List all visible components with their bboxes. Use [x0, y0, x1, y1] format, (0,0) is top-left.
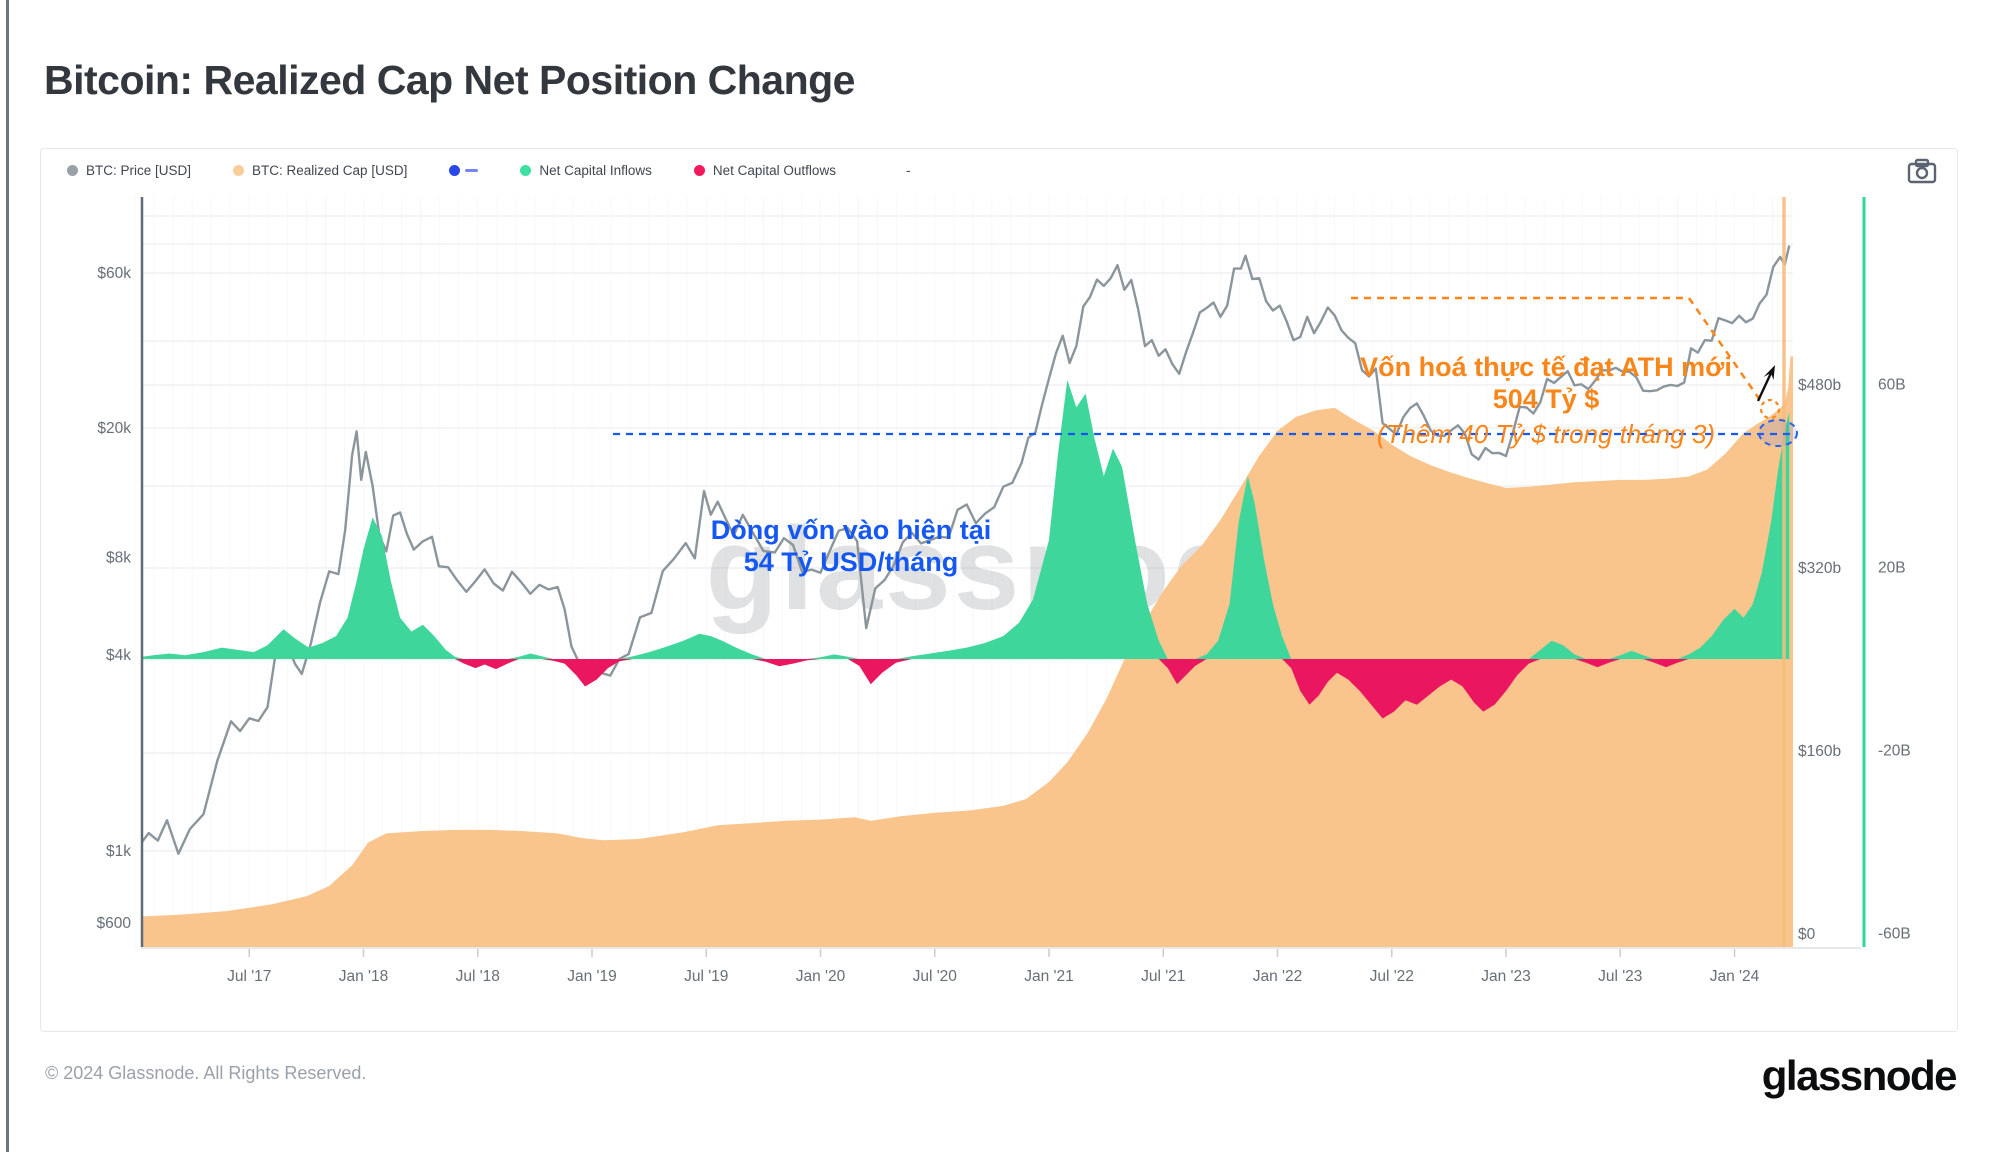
svg-text:Jan '20: Jan '20	[796, 968, 846, 985]
legend-item-3[interactable]: Net Capital Inflows	[520, 163, 652, 178]
svg-text:-20B: -20B	[1878, 743, 1911, 760]
svg-text:$600: $600	[97, 915, 132, 932]
svg-text:Jan '18: Jan '18	[339, 968, 389, 985]
legend-label: BTC: Price [USD]	[86, 163, 192, 178]
svg-text:$1k: $1k	[106, 843, 131, 860]
svg-text:Jan '22: Jan '22	[1253, 968, 1303, 985]
screenshot-button[interactable]	[1905, 157, 1939, 187]
ath-point-circle	[1759, 398, 1781, 420]
annotation-inflow-line2: 54 Tỷ USD/tháng	[743, 546, 959, 577]
window-edge-divider	[6, 0, 9, 1152]
svg-text:$160b: $160b	[1798, 743, 1841, 760]
series-realized-cap-area	[141, 356, 1793, 947]
chart-card: BTC: Price [USD] BTC: Realized Cap [USD] N…	[40, 148, 1958, 1032]
ath-arrow-head	[1763, 365, 1775, 380]
legend-dash-icon	[465, 169, 479, 172]
svg-text:Jul '20: Jul '20	[913, 968, 958, 985]
annotation-current-inflow: Dòng vốn vào hiện tại 54 Tỷ USD/tháng	[601, 515, 1101, 579]
legend-label: Net Capital Inflows	[539, 163, 652, 178]
page-title: Bitcoin: Realized Cap Net Position Chang…	[44, 57, 855, 104]
svg-text:$320b: $320b	[1798, 560, 1841, 577]
svg-text:$480b: $480b	[1798, 377, 1841, 394]
legend-swatch-icon	[67, 165, 78, 176]
svg-text:Jul '17: Jul '17	[227, 968, 271, 985]
axis-labels: Jul '17 Jan '18 Jul '18 Jan '19 Jul '19 Jan '…	[97, 265, 1911, 985]
svg-text:20B: 20B	[1878, 560, 1906, 577]
annotation-ath-line2: 504 Tỷ $	[1492, 383, 1600, 414]
legend-item-5[interactable]: -	[906, 163, 911, 178]
svg-text:Jan '21: Jan '21	[1024, 968, 1074, 985]
ath-arrow	[1756, 372, 1773, 402]
inflow-spike-circle	[1758, 419, 1798, 447]
svg-text:Jul '22: Jul '22	[1370, 968, 1414, 985]
annotation-realized-cap-ath: Vốn hoá thực tế đạt ATH mới 504 Tỷ $ (Th…	[1286, 352, 1806, 449]
legend-item-1[interactable]: BTC: Realized Cap [USD]	[233, 163, 407, 178]
legend-label: -	[905, 163, 911, 178]
chart-legend: BTC: Price [USD] BTC: Realized Cap [USD] N…	[67, 163, 910, 178]
legend-swatch-icon	[520, 165, 532, 176]
glassnode-logo: glassnode	[1761, 1052, 1958, 1099]
legend-swatch-icon	[233, 165, 245, 176]
series-net-outflows-area	[141, 659, 1790, 719]
legend-swatch-icon	[449, 165, 461, 176]
svg-text:-60B: -60B	[1878, 926, 1911, 943]
svg-text:Jan '23: Jan '23	[1481, 968, 1531, 985]
legend-label: BTC: Realized Cap [USD]	[252, 163, 408, 178]
series-price-line	[141, 245, 1791, 855]
legend-label: Net Capital Outflows	[712, 163, 836, 178]
copyright-text: © 2024 Glassnode. All Rights Reserved.	[45, 1063, 367, 1083]
svg-text:Jul '19: Jul '19	[684, 968, 728, 985]
svg-text:Jul '23: Jul '23	[1598, 968, 1642, 985]
svg-text:Jan '19: Jan '19	[567, 968, 617, 985]
svg-text:$20k: $20k	[97, 420, 131, 437]
ath-connector-dashed-line	[1351, 296, 1762, 401]
annotation-ath-line3: (Thêm 40 Tỷ $ trong tháng 3)	[1376, 418, 1716, 449]
legend-item-2[interactable]	[449, 165, 479, 176]
svg-text:$8k: $8k	[106, 549, 131, 566]
annotation-inflow-line1: Dòng vốn vào hiện tại	[710, 515, 992, 545]
svg-text:$60k: $60k	[97, 265, 131, 282]
chart-plot-area[interactable]: glassnode Jul '17 Jan '18 Jul '18 Jan '19 Jul…	[41, 149, 1959, 1033]
svg-text:$0: $0	[1798, 926, 1816, 943]
svg-text:Jul '18: Jul '18	[456, 968, 500, 985]
legend-item-4[interactable]: Net Capital Outflows	[693, 163, 836, 178]
svg-text:$4k: $4k	[106, 647, 131, 664]
legend-swatch-icon	[693, 165, 705, 176]
svg-text:Jan '24: Jan '24	[1710, 968, 1760, 985]
svg-text:60B: 60B	[1878, 377, 1906, 394]
annotation-ath-line1: Vốn hoá thực tế đạt ATH mới	[1360, 352, 1732, 382]
legend-item-0[interactable]: BTC: Price [USD]	[67, 163, 191, 178]
camera-icon	[1907, 158, 1937, 183]
svg-text:Jul '21: Jul '21	[1141, 968, 1185, 985]
